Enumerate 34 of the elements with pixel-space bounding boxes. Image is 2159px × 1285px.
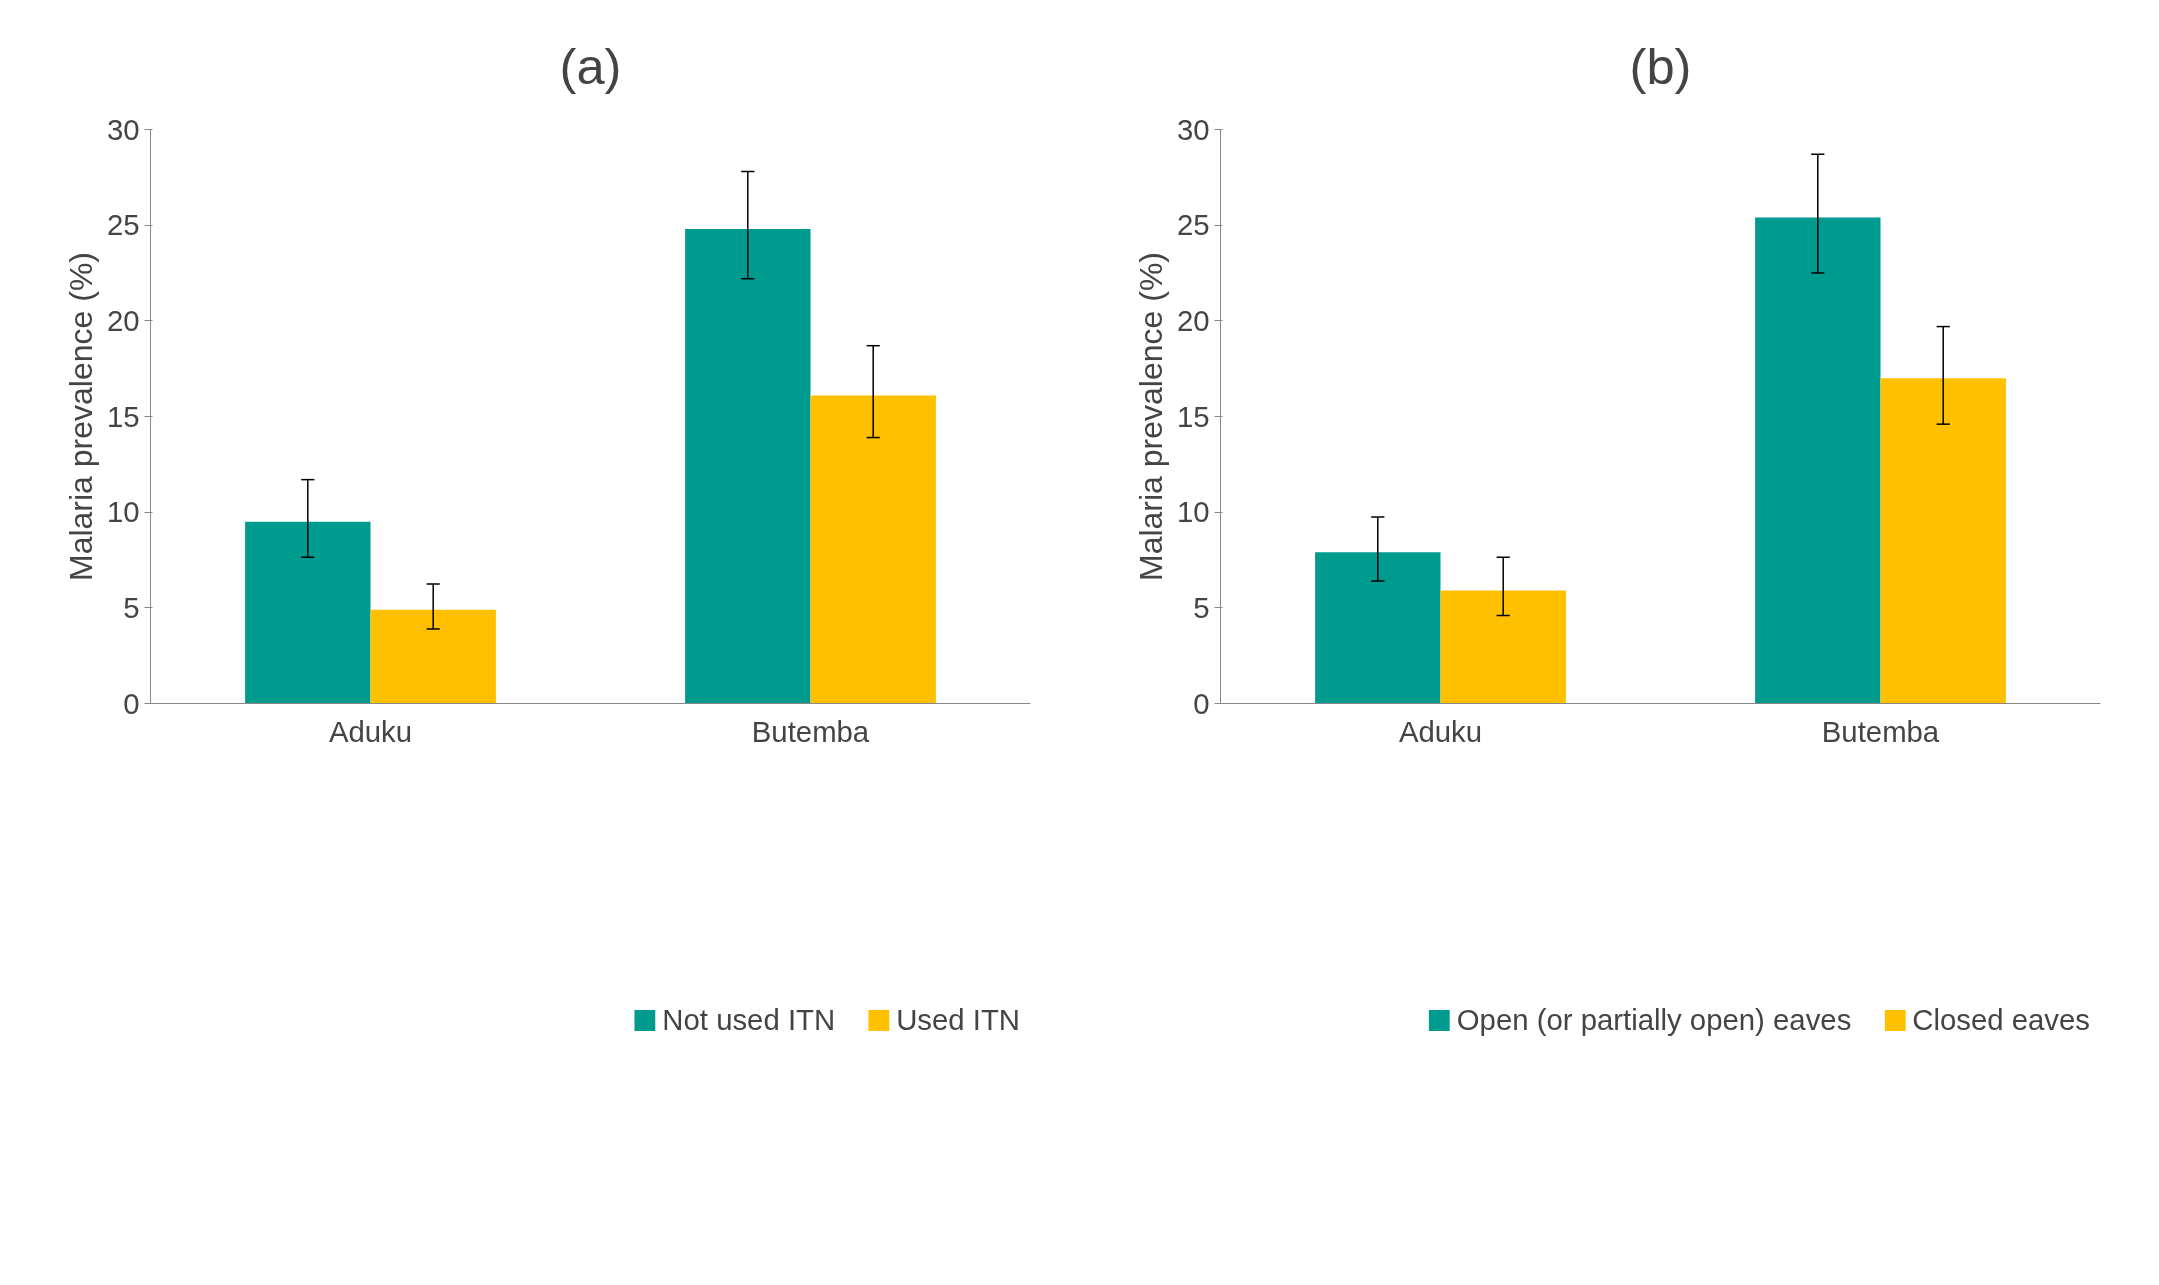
y-tick-label: 30	[1176, 112, 1210, 146]
y-tick-label: 25	[106, 208, 140, 242]
y-tick-label: 30	[106, 112, 140, 146]
y-tick-label: 0	[1193, 686, 1210, 720]
bar	[810, 395, 936, 704]
y-tick-label: 25	[1176, 208, 1210, 242]
y-tick-label: 15	[106, 399, 140, 433]
bar	[1755, 217, 1881, 704]
legend-label: Not used ITN	[662, 1003, 836, 1037]
y-tick-label: 5	[1193, 590, 1210, 624]
bar	[685, 228, 811, 704]
x-tick-label: Butemba	[1821, 714, 1940, 748]
y-tick-label: 10	[106, 495, 140, 529]
legend-label: Open (or partially open) eaves	[1456, 1003, 1852, 1037]
bar	[1440, 590, 1566, 704]
y-tick-label: 5	[123, 590, 140, 624]
legend-label: Closed eaves	[1912, 1003, 2090, 1037]
y-tick-label: 15	[1176, 399, 1210, 433]
y-tick-label: 20	[106, 303, 140, 337]
x-tick-label: Aduku	[328, 714, 413, 748]
legend-label: Used ITN	[896, 1003, 1020, 1037]
y-axis-title: Malaria prevalence (%)	[62, 251, 99, 582]
bar	[370, 609, 496, 704]
y-tick-label: 20	[1176, 303, 1210, 337]
bar	[1880, 378, 2006, 704]
y-axis-title: Malaria prevalence (%)	[1132, 251, 1169, 582]
chart-title: (b)	[1629, 37, 1692, 95]
bar	[245, 521, 371, 704]
bar	[1315, 552, 1441, 704]
y-tick-label: 10	[1176, 495, 1210, 529]
chart-title: (a)	[559, 37, 622, 95]
y-tick-label: 0	[123, 686, 140, 720]
x-tick-label: Aduku	[1398, 714, 1483, 748]
x-tick-label: Butemba	[751, 714, 870, 748]
